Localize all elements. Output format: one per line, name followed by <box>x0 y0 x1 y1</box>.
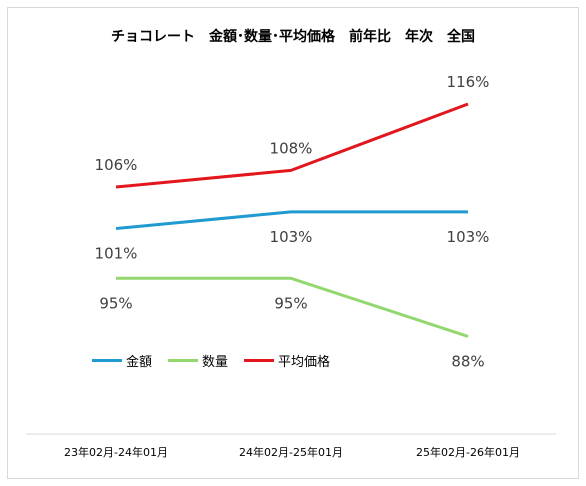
legend: 金額 数量 平均価格 <box>92 351 346 370</box>
series-line-amount <box>115 210 468 230</box>
data-label-avg-price-2: 116% <box>447 73 490 91</box>
data-label-amount-0: 101% <box>95 245 138 263</box>
legend-swatch-avg-price <box>244 359 275 362</box>
legend-swatch-quantity <box>168 359 199 362</box>
legend-label-quantity: 数量 <box>202 355 229 370</box>
x-tick-label-0: 23年02月-24年01月 <box>64 445 168 459</box>
data-label-avg-price-1: 108% <box>270 139 313 157</box>
legend-swatch-amount <box>92 359 122 362</box>
data-label-quantity-1: 95% <box>274 294 307 312</box>
legend-item-avg-price: 平均価格 <box>244 351 330 370</box>
data-label-quantity-2: 88% <box>451 352 484 370</box>
series-line-quantity <box>116 276 469 338</box>
legend-item-amount: 金額 <box>92 351 152 370</box>
legend-label-avg-price: 平均価格 <box>278 355 331 370</box>
legend-item-quantity: 数量 <box>168 351 228 370</box>
x-tick-label-1: 24年02月-25年01月 <box>239 445 343 459</box>
legend-label-amount: 金額 <box>126 355 153 370</box>
data-label-avg-price-0: 106% <box>95 156 138 174</box>
data-label-amount-2: 103% <box>447 228 490 246</box>
series-line-avg-price <box>115 102 469 189</box>
data-label-amount-1: 103% <box>270 228 313 246</box>
data-labels: 101% 103% 103% 95% 95% 88% 106% 108% 116% <box>95 73 490 370</box>
x-tick-label-2: 25年02月-26年01月 <box>416 445 520 459</box>
data-label-quantity-0: 95% <box>99 294 132 312</box>
chart-title: チョコレート 金額･数量･平均価格 前年比 年次 全国 <box>111 29 475 45</box>
x-tick-labels: 23年02月-24年01月 24年02月-25年01月 25年02月-26年01月 <box>64 445 520 459</box>
chart-frame <box>7 7 579 479</box>
series-layer <box>115 102 469 338</box>
